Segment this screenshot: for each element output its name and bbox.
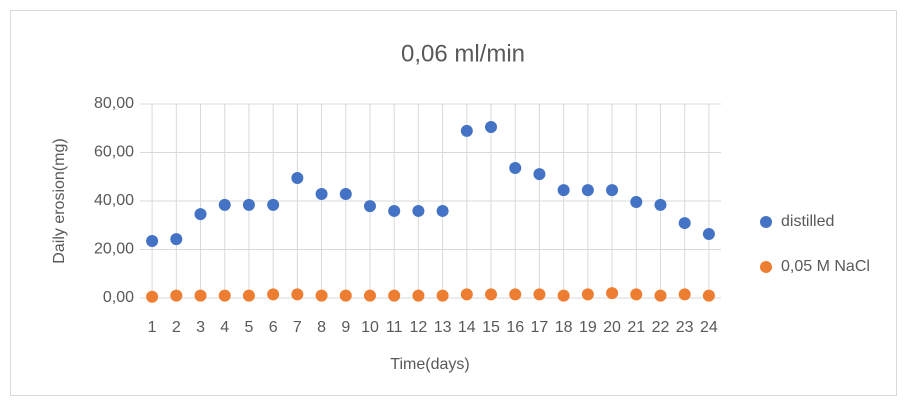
x-tick-label: 17 xyxy=(531,319,549,336)
point xyxy=(436,289,449,302)
legend-marker xyxy=(760,261,772,273)
chart-border xyxy=(10,10,897,396)
x-tick-label: 7 xyxy=(293,319,302,336)
legend-marker xyxy=(760,216,772,228)
legend-label: distilled xyxy=(781,213,834,230)
x-tick-label: 24 xyxy=(700,319,718,336)
y-axis-label: Daily erosion(mg) xyxy=(51,138,68,263)
point xyxy=(412,204,425,217)
x-tick-label: 3 xyxy=(196,319,205,336)
point xyxy=(630,195,643,208)
point xyxy=(678,288,691,301)
point xyxy=(412,289,425,302)
point xyxy=(509,162,522,175)
point xyxy=(388,289,401,302)
point xyxy=(291,171,304,184)
point xyxy=(339,289,352,302)
point xyxy=(460,124,473,137)
x-tick-label: 2 xyxy=(172,319,181,336)
x-tick-label: 15 xyxy=(482,319,500,336)
point xyxy=(581,288,594,301)
point xyxy=(194,208,207,221)
point xyxy=(702,227,715,240)
point xyxy=(363,200,376,213)
x-tick-label: 23 xyxy=(676,319,694,336)
y-tick-label: 20,00 xyxy=(94,241,134,258)
x-tick-label: 21 xyxy=(627,319,645,336)
point xyxy=(533,288,546,301)
x-tick-label: 11 xyxy=(386,319,403,336)
x-tick-label: 20 xyxy=(603,319,621,336)
point xyxy=(291,288,304,301)
x-tick-label: 22 xyxy=(652,319,670,336)
point xyxy=(606,287,619,300)
x-tick-label: 19 xyxy=(579,319,597,336)
x-tick-label: 9 xyxy=(341,319,350,336)
point xyxy=(509,288,522,301)
x-tick-label: 5 xyxy=(244,319,253,336)
y-tick-label: 60,00 xyxy=(94,144,134,161)
point xyxy=(218,198,231,211)
point xyxy=(218,289,231,302)
point xyxy=(678,217,691,230)
point xyxy=(242,198,255,211)
point xyxy=(630,288,643,301)
y-tick-label: 40,00 xyxy=(94,192,134,209)
x-tick-label: 13 xyxy=(434,319,452,336)
point xyxy=(654,289,667,302)
point xyxy=(533,168,546,181)
chart-title: 0,06 ml/min xyxy=(401,40,525,67)
legend-label: 0,05 M NaCl xyxy=(781,258,870,275)
x-tick-label: 16 xyxy=(506,319,524,336)
point xyxy=(242,289,255,302)
x-tick-label: 4 xyxy=(220,319,229,336)
x-tick-label: 18 xyxy=(555,319,573,336)
point xyxy=(581,184,594,197)
point xyxy=(146,290,159,303)
point xyxy=(194,289,207,302)
point xyxy=(170,233,183,246)
x-tick-label: 8 xyxy=(317,319,326,336)
x-tick-label: 1 xyxy=(148,319,157,336)
point xyxy=(388,204,401,217)
point xyxy=(267,288,280,301)
point xyxy=(436,204,449,217)
point xyxy=(315,289,328,302)
point xyxy=(702,289,715,302)
point xyxy=(146,235,159,248)
x-tick-label: 14 xyxy=(458,319,476,336)
point xyxy=(170,289,183,302)
x-tick-label: 6 xyxy=(269,319,278,336)
point xyxy=(557,289,570,302)
point xyxy=(485,121,498,134)
point xyxy=(606,184,619,197)
point xyxy=(267,198,280,211)
x-tick-label: 10 xyxy=(361,319,379,336)
y-tick-label: 0,00 xyxy=(103,289,134,306)
point xyxy=(557,184,570,197)
point xyxy=(315,187,328,200)
point xyxy=(363,289,376,302)
y-tick-label: 80,00 xyxy=(94,95,134,112)
point xyxy=(654,198,667,211)
x-axis-label: Time(days) xyxy=(390,356,469,373)
point xyxy=(460,288,473,301)
point xyxy=(485,288,498,301)
point xyxy=(339,187,352,200)
x-tick-label: 12 xyxy=(409,319,427,336)
